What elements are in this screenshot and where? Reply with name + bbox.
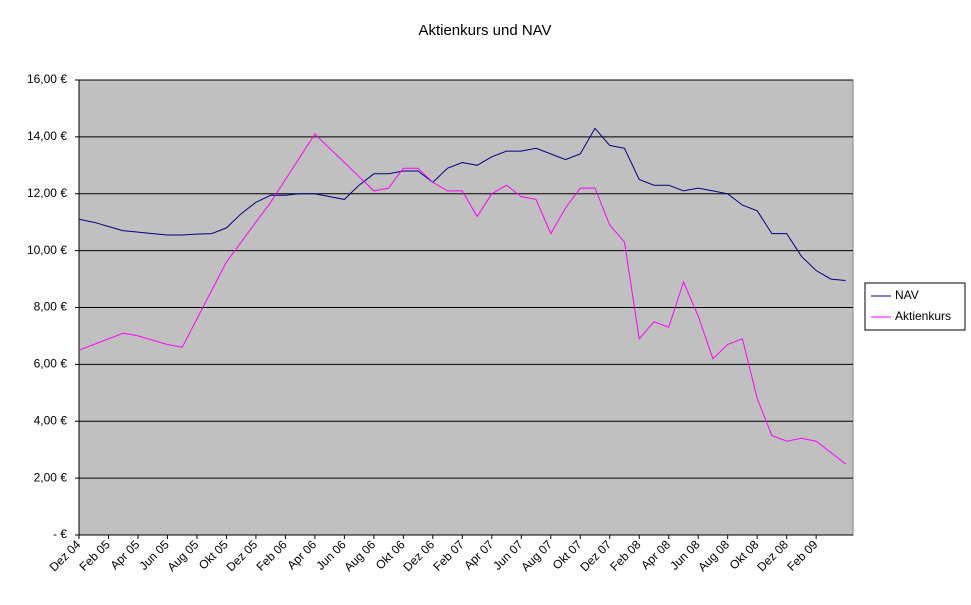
- x-tick-label: Dez 08: [754, 537, 791, 574]
- y-tick-label: 10,00 €: [27, 243, 67, 257]
- x-tick-label: Aug 05: [165, 537, 202, 574]
- x-tick-label: Apr 08: [638, 537, 673, 572]
- x-tick-label: Aug 08: [695, 537, 732, 574]
- y-tick-label: 16,00 €: [27, 72, 67, 86]
- legend-box: [864, 282, 966, 331]
- x-tick-label: Feb 08: [607, 537, 644, 574]
- x-tick-label: Aug 06: [341, 537, 378, 574]
- y-tick-label: 2,00 €: [34, 470, 68, 484]
- x-tick-label: Feb 06: [253, 537, 290, 574]
- y-tick-label: - €: [53, 527, 67, 541]
- x-tick-label: Apr 06: [284, 537, 319, 572]
- x-tick-label: Feb 05: [77, 537, 114, 574]
- x-tick-label: Apr 05: [107, 537, 142, 572]
- chart-title: Aktienkurs und NAV: [418, 22, 551, 39]
- legend-label: Aktienkurs: [895, 309, 951, 323]
- y-tick-label: 12,00 €: [27, 186, 67, 200]
- x-tick-label: Apr 07: [461, 537, 496, 572]
- series-line: [78, 127, 846, 281]
- y-tick-label: 14,00 €: [27, 129, 67, 143]
- legend-label: NAV: [895, 288, 919, 302]
- x-tick-label: Dez 04: [47, 537, 84, 574]
- x-tick-label: Dez 06: [400, 537, 437, 574]
- x-tick-label: Dez 05: [223, 537, 260, 574]
- series-line: [78, 133, 846, 465]
- y-tick-label: 6,00 €: [34, 357, 68, 371]
- x-tick-label: Aug 07: [518, 537, 555, 574]
- x-tick-label: Feb 07: [430, 537, 467, 574]
- x-tick-label: Dez 07: [577, 537, 614, 574]
- y-tick-label: 8,00 €: [34, 300, 68, 314]
- x-tick-label: Feb 09: [784, 537, 821, 574]
- y-tick-label: 4,00 €: [34, 413, 68, 427]
